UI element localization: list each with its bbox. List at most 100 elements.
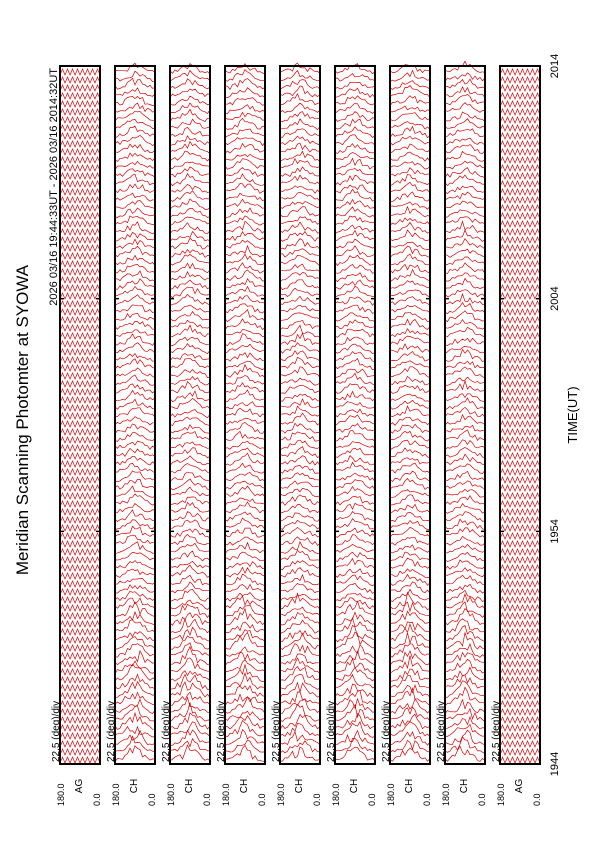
panel-channel: CH xyxy=(404,779,415,793)
scan-trace xyxy=(280,255,321,267)
scan-trace xyxy=(389,557,431,569)
scan-trace xyxy=(389,328,431,338)
panel-frame xyxy=(59,65,101,765)
scan-trace xyxy=(224,744,266,762)
scan-trace xyxy=(389,519,431,530)
scan-trace xyxy=(389,95,431,107)
scan-trace xyxy=(499,76,541,84)
scan-trace xyxy=(279,730,321,746)
scan-trace xyxy=(499,284,541,292)
scan-trace xyxy=(389,241,431,250)
scan-trace xyxy=(279,703,321,722)
scan-trace xyxy=(169,670,211,682)
scan-trace xyxy=(224,631,266,650)
scan-trace xyxy=(334,296,376,307)
scan-trace xyxy=(444,723,486,737)
scan-trace xyxy=(334,534,376,546)
traces xyxy=(499,68,541,764)
scan-trace xyxy=(169,198,211,210)
scan-trace xyxy=(334,551,376,562)
scan-trace xyxy=(59,500,101,508)
scan-trace xyxy=(389,706,431,722)
scan-trace xyxy=(444,715,486,730)
panel-channel: CH xyxy=(184,779,195,793)
scan-trace xyxy=(169,376,211,386)
scan-trace xyxy=(114,636,156,650)
scan-trace xyxy=(499,260,541,268)
scan-trace xyxy=(169,588,211,602)
scan-trace xyxy=(114,479,156,490)
scan-trace xyxy=(169,599,211,610)
scan-trace xyxy=(169,626,210,642)
scan-trace xyxy=(334,649,376,666)
scan-trace xyxy=(444,220,486,234)
scan-trace xyxy=(59,124,101,132)
scan-trace xyxy=(224,303,266,314)
scan-trace xyxy=(279,422,321,434)
panel-channel: CH xyxy=(294,779,305,793)
scan-trace xyxy=(444,289,486,298)
scan-trace xyxy=(444,185,486,194)
scan-trace xyxy=(114,610,156,626)
scan-trace xyxy=(114,200,156,210)
scan-trace xyxy=(59,668,101,676)
panel-bottom-label: 0.0 xyxy=(422,793,432,806)
scan-trace xyxy=(224,729,266,745)
scan-trace xyxy=(444,424,486,433)
scan-trace xyxy=(224,583,266,593)
scan-trace xyxy=(59,692,101,700)
scan-trace xyxy=(279,85,321,98)
scan-trace xyxy=(389,470,431,483)
scan-trace xyxy=(334,174,376,186)
scan-trace xyxy=(169,409,211,419)
scan-trace xyxy=(224,651,266,666)
scan-trace xyxy=(444,658,486,674)
scan-trace xyxy=(334,279,376,290)
panel-frame xyxy=(169,65,211,765)
scan-trace xyxy=(224,485,266,498)
scan-trace xyxy=(444,337,486,346)
scan-trace xyxy=(444,86,486,98)
scan-trace xyxy=(169,612,211,626)
scan-trace xyxy=(389,675,431,689)
scan-trace xyxy=(499,108,541,116)
scan-trace xyxy=(114,358,156,370)
scan-trace xyxy=(280,746,321,762)
scan-trace xyxy=(279,142,321,153)
scan-trace xyxy=(334,616,376,633)
scan-trace xyxy=(59,100,101,108)
scan-trace xyxy=(224,685,266,697)
scan-trace xyxy=(59,748,101,756)
scan-trace xyxy=(444,589,486,603)
scan-trace xyxy=(59,396,101,404)
scan-trace xyxy=(169,712,211,730)
scan-trace xyxy=(114,590,156,602)
scan-trace xyxy=(279,398,321,409)
scan-trace xyxy=(169,534,210,546)
scan-trace xyxy=(389,581,431,594)
scan-trace xyxy=(224,63,266,75)
scan-trace xyxy=(59,84,101,92)
traces xyxy=(169,63,211,762)
scan-trace xyxy=(224,207,266,218)
scan-trace xyxy=(224,497,266,506)
scan-trace xyxy=(334,229,376,242)
scan-trace xyxy=(499,484,541,492)
scan-trace xyxy=(389,477,431,490)
scan-trace xyxy=(169,737,211,752)
scan-trace xyxy=(334,657,376,674)
scan-trace xyxy=(444,144,486,154)
scan-trace xyxy=(114,407,156,418)
scan-trace xyxy=(59,532,101,540)
scan-trace xyxy=(334,557,376,570)
scan-trace xyxy=(334,343,376,355)
scan-trace xyxy=(499,308,541,316)
scan-trace xyxy=(444,518,486,530)
scan-trace xyxy=(444,745,486,762)
scan-trace xyxy=(499,668,541,676)
scan-trace xyxy=(279,519,321,530)
scan-trace xyxy=(389,311,431,323)
panel-top-label: 180.0 xyxy=(331,783,341,806)
scan-trace xyxy=(114,423,156,435)
scan-trace xyxy=(279,446,321,458)
